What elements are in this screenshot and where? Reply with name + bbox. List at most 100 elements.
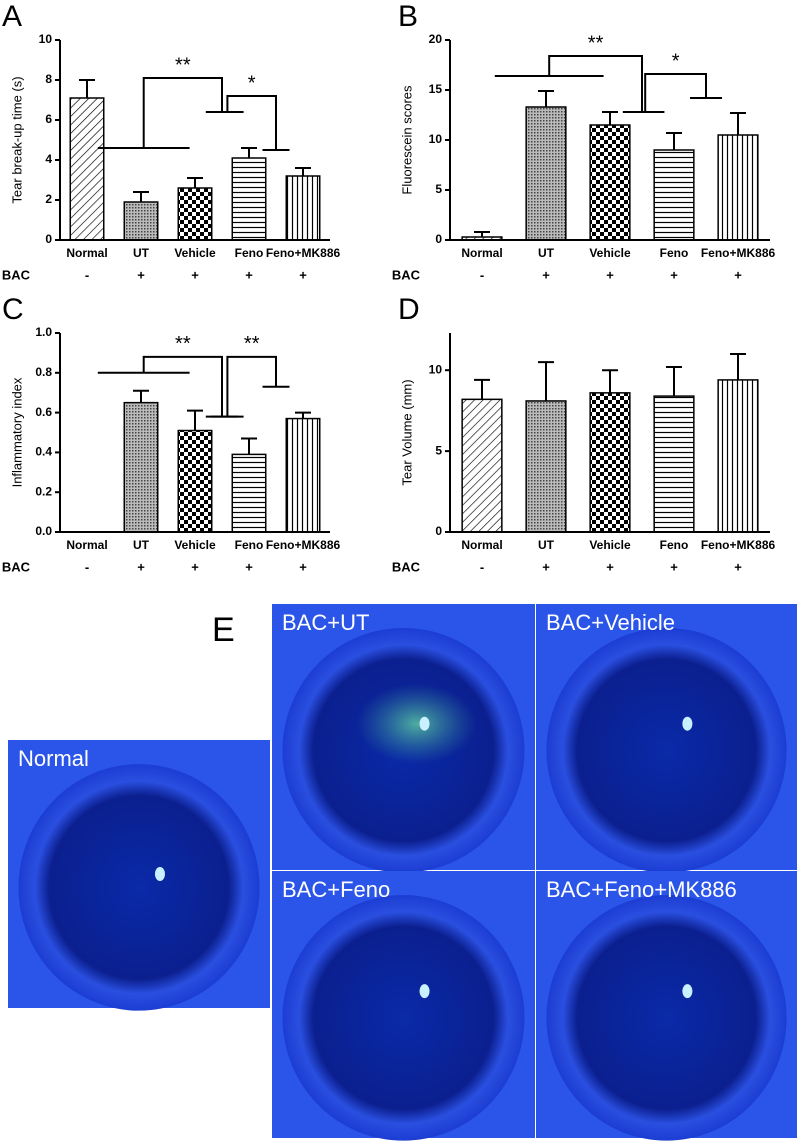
row-value: + [191, 559, 199, 574]
x-tick-label: Feno+MK886 [266, 246, 341, 260]
y-axis-label: Tear Volume (mm) [399, 379, 414, 485]
panel-label: A [2, 0, 22, 33]
error-bar [133, 191, 149, 202]
x-tick-label: Feno [235, 538, 264, 552]
row-value: + [245, 267, 253, 282]
y-axis-label: Inflammatory index [9, 377, 24, 487]
photo-label: Normal [18, 746, 89, 771]
x-tick-label: Feno+MK886 [701, 538, 776, 552]
error-bar [602, 111, 618, 125]
bar [653, 149, 695, 241]
y-tick-label: 6 [45, 112, 52, 126]
error-bar [666, 132, 682, 150]
significance-bracket [211, 355, 290, 418]
eye [18, 764, 260, 1011]
error-bar [187, 177, 203, 188]
row-value: + [137, 559, 145, 574]
error-bar [187, 409, 203, 431]
significance-label: ** [244, 333, 260, 355]
row-label: BAC [392, 559, 421, 574]
x-tick-label: Feno [235, 246, 264, 260]
error-bar [730, 112, 746, 135]
photo: Normal [8, 740, 270, 1011]
row-value: + [606, 559, 614, 574]
y-tick-label: 4 [45, 152, 52, 166]
y-tick-label: 0.8 [35, 365, 52, 379]
significance-label: ** [175, 54, 191, 76]
bar [525, 106, 567, 241]
y-tick-label: 15 [429, 82, 443, 96]
reflection [682, 716, 693, 731]
x-tick-label: Feno [660, 246, 689, 260]
reflection [154, 867, 165, 881]
y-tick-label: 0.6 [35, 405, 52, 419]
row-value: + [734, 559, 742, 574]
reflection [682, 984, 693, 999]
row-label: BAC [2, 559, 31, 574]
row-label: BAC [2, 267, 31, 282]
x-tick-label: Normal [461, 538, 502, 552]
x-tick-label: Normal [66, 538, 107, 552]
bar [589, 392, 631, 533]
row-value: + [191, 267, 199, 282]
panel-label: E [212, 611, 235, 649]
y-tick-label: 0.2 [35, 484, 52, 498]
y-axis-label: Tear break-up time (s) [9, 76, 24, 203]
y-tick-label: 10 [39, 32, 53, 46]
row-value: + [299, 267, 307, 282]
error-bar [241, 437, 257, 455]
panel-label: B [398, 0, 418, 33]
stain [356, 683, 477, 764]
x-tick-label: Feno+MK886 [701, 246, 776, 260]
panel-label: C [2, 293, 24, 326]
significance-label: * [672, 50, 680, 72]
row-value: + [606, 267, 614, 282]
y-tick-label: 5 [435, 443, 442, 457]
bar [589, 124, 631, 241]
significance-bracket [97, 355, 239, 418]
y-tick-label: 10 [429, 362, 443, 376]
photo: BAC+Feno [272, 871, 535, 1141]
photo-label: BAC+UT [282, 610, 369, 635]
bar [285, 417, 321, 533]
y-tick-label: 0.4 [35, 445, 52, 459]
significance-label: ** [588, 32, 604, 54]
x-tick-label: Vehicle [174, 538, 216, 552]
error-bar [295, 411, 311, 419]
bar [717, 379, 759, 533]
y-tick-label: 0.0 [35, 524, 52, 538]
row-value: - [480, 559, 484, 574]
error-bar [295, 167, 311, 176]
photo-label: BAC+Vehicle [546, 610, 675, 635]
row-value: + [245, 559, 253, 574]
error-bar [538, 90, 554, 107]
x-tick-label: UT [538, 538, 555, 552]
error-bar [666, 365, 682, 397]
y-tick-label: 10 [429, 132, 443, 146]
row-value: + [137, 267, 145, 282]
x-tick-label: Normal [461, 246, 502, 260]
error-bar [730, 353, 746, 380]
photo: BAC+Feno+MK886 [536, 871, 797, 1141]
significance-bracket [626, 73, 722, 113]
significance-label: * [248, 72, 256, 94]
error-bar [241, 147, 257, 158]
y-tick-label: 0 [435, 524, 442, 538]
eye [282, 895, 525, 1141]
bar [69, 97, 105, 241]
bar [231, 157, 267, 241]
significance-bracket [494, 55, 662, 113]
y-tick-label: 0 [45, 232, 52, 246]
significance-bracket [211, 95, 290, 151]
row-label: BAC [392, 267, 421, 282]
axes [449, 40, 770, 241]
bar [123, 401, 159, 533]
bar [231, 453, 267, 533]
photo: BAC+UT [272, 604, 535, 873]
row-value: + [542, 267, 550, 282]
eye [546, 895, 787, 1141]
axes [59, 40, 330, 241]
error-bar [538, 361, 554, 401]
x-tick-label: Feno [660, 538, 689, 552]
